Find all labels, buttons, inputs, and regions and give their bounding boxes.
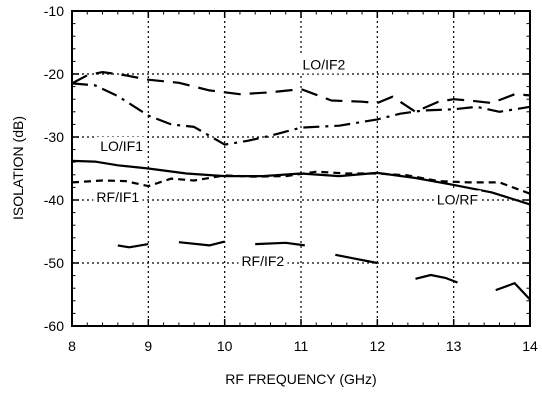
series-rf-if1-line xyxy=(71,170,531,195)
curve-label-background xyxy=(93,187,143,206)
tick-labels: 8 9 10 11 12 13 14 -60 -50 -40 -30 -20 -10 xyxy=(44,3,538,354)
curve-label-group: LO/RF xyxy=(433,190,482,209)
series-lo-rf-line xyxy=(71,159,531,206)
x-tick-label: 11 xyxy=(294,338,309,354)
series-rf-if2-segment xyxy=(415,273,458,284)
series-layer xyxy=(71,70,531,301)
x-tick-label: 13 xyxy=(446,338,462,354)
x-tick-label: 8 xyxy=(68,338,76,354)
y-tick-label: -50 xyxy=(44,255,64,271)
curve-label-background xyxy=(238,252,288,271)
y-tick-label: -20 xyxy=(44,66,64,82)
curve-label: LO/IF2 xyxy=(303,57,346,73)
curve-label-group: LO/IF2 xyxy=(299,55,349,74)
series-rf-if2-segment xyxy=(117,243,149,249)
y-tick-label: -10 xyxy=(44,3,64,19)
curve-label: RF/IF2 xyxy=(241,253,284,269)
curve-label-group: RF/IF2 xyxy=(238,252,288,271)
series-rf-if2-segment xyxy=(178,240,225,247)
curve-label-background xyxy=(97,136,147,155)
curve-label: LO/RF xyxy=(437,191,478,207)
x-tick-label: 9 xyxy=(144,338,152,354)
series-rf-if2-segment xyxy=(495,282,531,301)
x-axis-title: RF FREQUENCY (GHz) xyxy=(225,371,376,387)
x-tick-label: 12 xyxy=(370,338,386,354)
annotations: LO/IF2 LO/IF1 RF/IF1 LO/RF RF/IF2 xyxy=(93,55,482,271)
curve-label: LO/IF1 xyxy=(100,138,143,154)
curve-label-background xyxy=(433,190,482,209)
x-tick-label: 10 xyxy=(217,338,233,354)
curve-label-group: LO/IF1 xyxy=(97,136,147,155)
y-tick-label: -30 xyxy=(44,129,64,145)
curve-label-background xyxy=(299,55,349,74)
series-lo-if2-line xyxy=(71,70,531,113)
y-axis-title: ISOLATION (dB) xyxy=(10,116,26,220)
y-tick-label: -40 xyxy=(44,192,64,208)
curve-label: RF/IF1 xyxy=(96,189,139,205)
series-lo-if1-line xyxy=(71,82,531,146)
series-rf-if2-segment xyxy=(335,253,378,265)
series-rf-if2-segment xyxy=(255,241,305,247)
x-tick-label: 14 xyxy=(522,338,538,354)
curve-label-group: RF/IF1 xyxy=(93,187,143,206)
y-tick-label: -60 xyxy=(44,318,64,334)
ticks xyxy=(71,10,531,327)
